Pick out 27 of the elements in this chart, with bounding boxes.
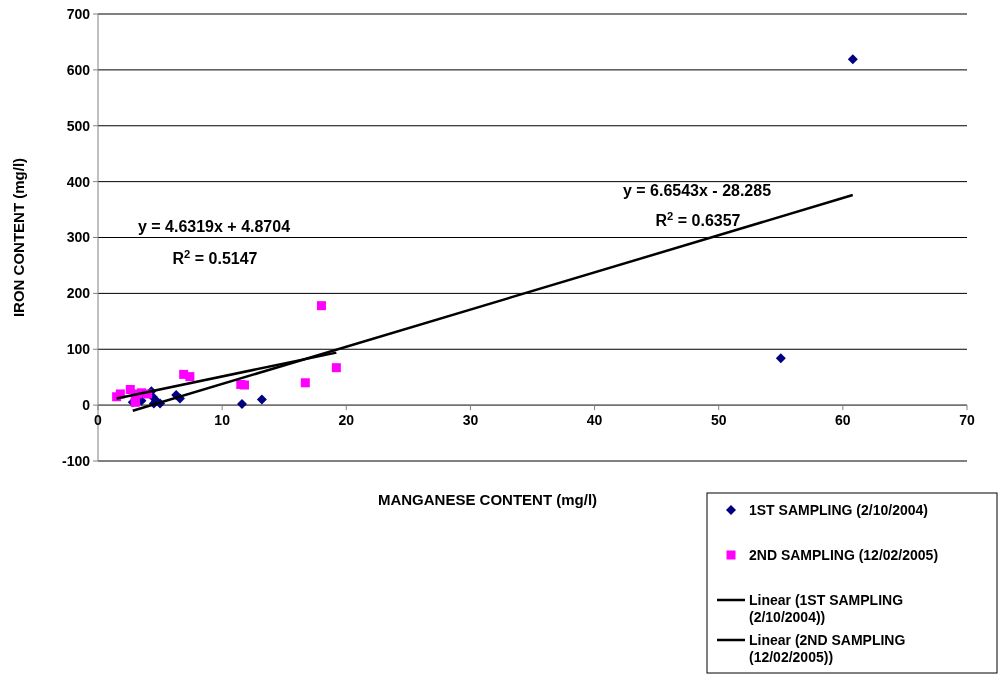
y-axis-title: IRON CONTENT (mg/l)	[10, 157, 27, 318]
y-tick-label: 100	[66, 341, 91, 358]
x-tick-label: 70	[959, 412, 975, 429]
x-tick-label: 30	[462, 412, 479, 429]
y-tick-label: 700	[66, 5, 91, 22]
y-tick-label: 300	[66, 229, 91, 246]
x-tick-label: 60	[835, 412, 851, 429]
annotation: y = 4.6319x + 4.8704	[137, 217, 291, 235]
y-tick-label: 0	[82, 397, 91, 414]
x-tick-label: 0	[94, 412, 103, 429]
legend-label: 2ND SAMPLING (12/02/2005)	[749, 547, 939, 563]
legend-label: Linear (1ST SAMPLING (2/10/2004))	[749, 592, 904, 625]
y-tick-label: 600	[66, 61, 91, 78]
y-tick-label: 400	[66, 173, 91, 190]
annotation: R$^{2}$ = 0.6357	[655, 209, 741, 229]
legend-label: 1ST SAMPLING (2/10/2004)	[749, 502, 928, 518]
x-tick-label: 20	[338, 412, 355, 429]
y-tick-label: 500	[66, 117, 91, 134]
legend-label: Linear (2ND SAMPLING (12/02/2005))	[749, 632, 906, 665]
x-tick-label: 50	[710, 412, 727, 429]
x-axis-title: MANGANESE CONTENT (mg/l)	[377, 491, 598, 508]
x-tick-label: 40	[586, 412, 603, 429]
y-tick-label: 200	[66, 285, 91, 302]
x-tick-label: 10	[214, 412, 231, 429]
annotation: R$^{2}$ = 0.5147	[172, 247, 258, 267]
annotation: y = 6.6543x - 28.285	[622, 181, 772, 199]
y-tick-label: -100	[61, 452, 91, 469]
